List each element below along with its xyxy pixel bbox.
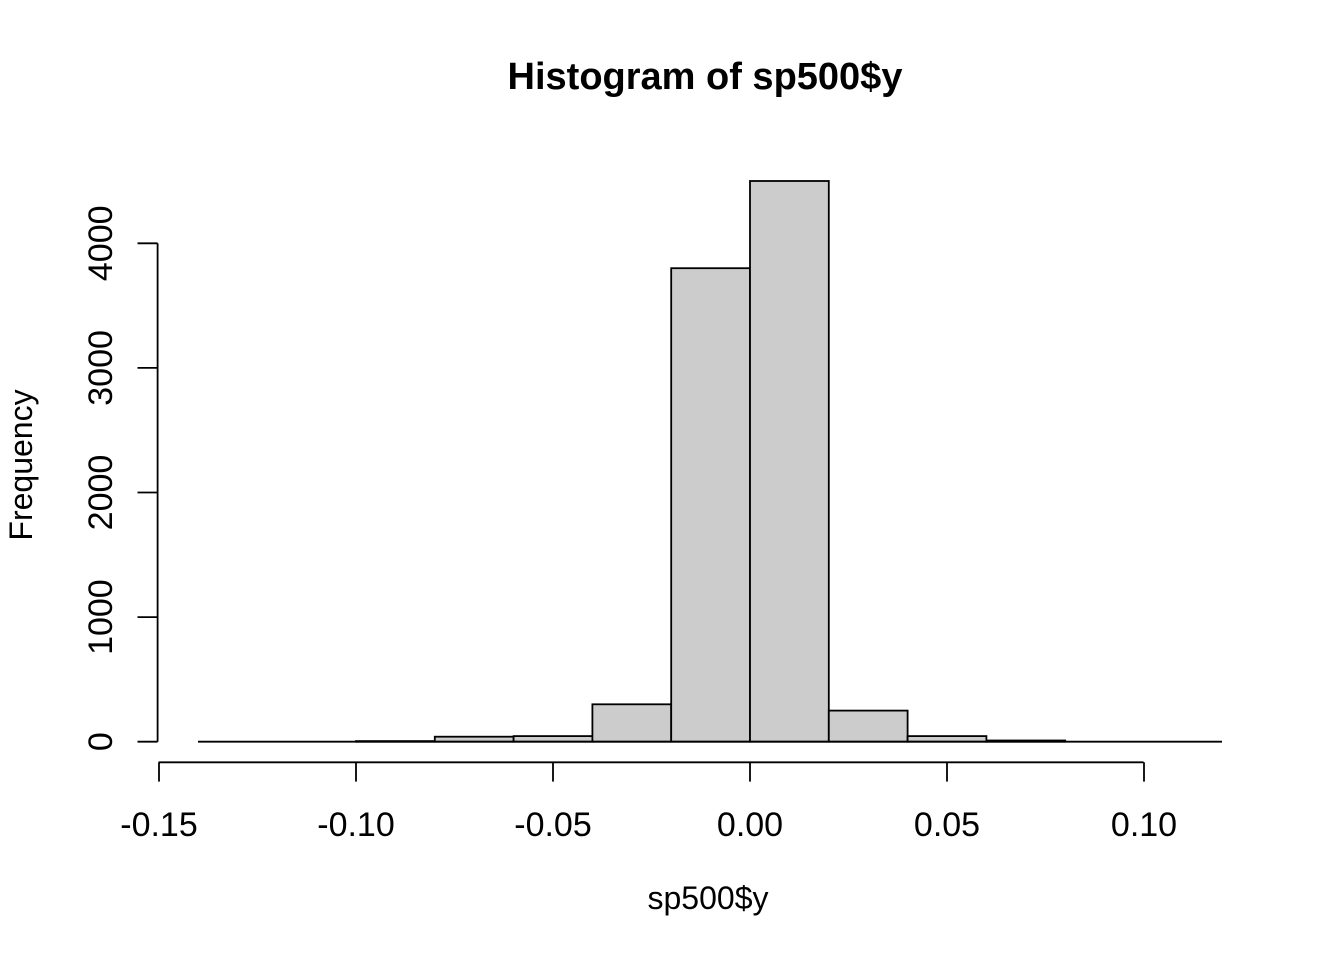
svg-text:0.10: 0.10 [1111,806,1177,844]
svg-text:-0.15: -0.15 [120,806,198,844]
svg-text:0.05: 0.05 [914,806,980,844]
svg-text:-0.10: -0.10 [317,806,395,844]
svg-text:-0.05: -0.05 [514,806,592,844]
svg-text:sp500$y: sp500$y [648,880,769,916]
svg-text:Frequency: Frequency [3,389,39,540]
svg-text:0: 0 [82,732,120,751]
svg-text:2000: 2000 [82,455,120,531]
svg-text:3000: 3000 [82,330,120,406]
svg-text:0.00: 0.00 [717,806,783,844]
svg-text:Histogram of sp500$y: Histogram of sp500$y [508,56,903,98]
svg-text:1000: 1000 [82,579,120,655]
svg-text:4000: 4000 [82,205,120,281]
